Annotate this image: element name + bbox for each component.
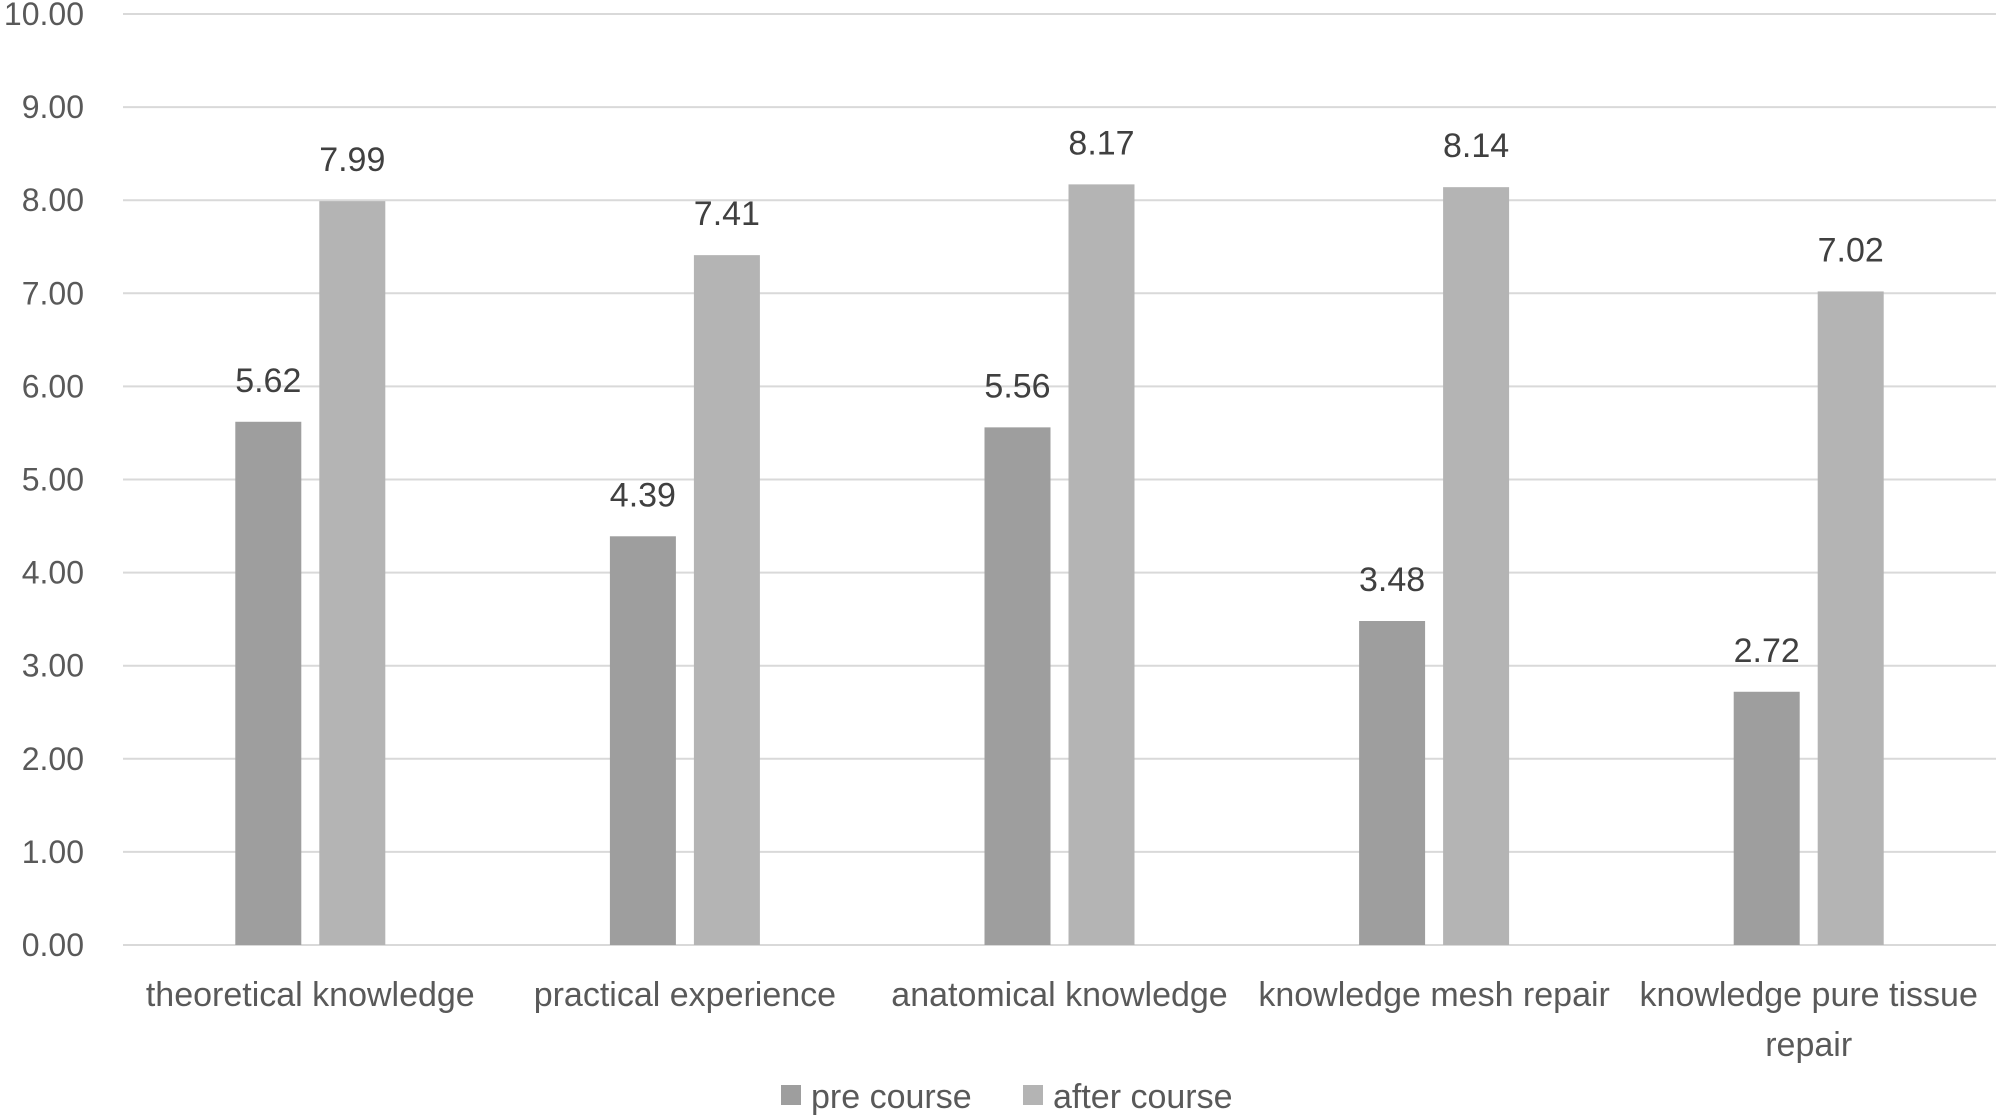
x-category-label: knowledge pure tissue (1640, 976, 1978, 1014)
bar-after-course (319, 201, 386, 946)
data-label: 8.17 (1068, 124, 1134, 162)
x-category-label: practical experience (534, 976, 836, 1014)
bar-pre-course (1733, 691, 1800, 945)
data-labels: 5.62 7.99 4.39 7.41 5.56 8.17 3.48 8.14 2.72 7.02 (235, 124, 1884, 669)
legend-label: pre course (811, 1078, 972, 1116)
bar-pre-course (235, 421, 302, 945)
data-label: 5.62 (235, 362, 301, 400)
x-category-label: theoretical knowledge (146, 976, 475, 1014)
legend-swatch (781, 1085, 801, 1105)
y-tick-label: 10.00 (4, 0, 84, 32)
x-category-label: repair (1765, 1026, 1852, 1064)
y-tick-label: 3.00 (22, 648, 84, 684)
y-tick-label: 0.00 (22, 927, 84, 963)
y-tick-label: 7.00 (22, 275, 84, 311)
data-label: 4.39 (610, 476, 676, 514)
bar-pre-course (1359, 621, 1426, 945)
y-tick-label: 4.00 (22, 555, 84, 591)
y-tick-label: 6.00 (22, 368, 84, 404)
legend-label: after course (1053, 1078, 1233, 1116)
x-category-label: anatomical knowledge (891, 976, 1227, 1014)
y-tick-label: 5.00 (22, 462, 84, 498)
x-category-label: knowledge mesh repair (1258, 976, 1610, 1014)
legend-swatch (1023, 1085, 1043, 1105)
bar-pre-course (609, 536, 676, 945)
data-label: 2.72 (1734, 632, 1800, 670)
y-tick-label: 9.00 (22, 89, 84, 125)
gridlines (123, 13, 1996, 946)
bar-after-course (1443, 187, 1510, 945)
y-tick-label: 1.00 (22, 834, 84, 870)
x-axis-category-labels: theoretical knowledge practical experienc… (146, 976, 1978, 1064)
bar-after-course (1068, 184, 1135, 946)
data-label: 3.48 (1359, 561, 1425, 599)
y-tick-label: 2.00 (22, 741, 84, 777)
data-label: 5.56 (984, 367, 1050, 405)
data-label: 7.02 (1818, 231, 1884, 269)
y-axis-tick-labels: 0.00 1.00 2.00 3.00 4.00 5.00 6.00 7.00 8.00 9.00… (4, 0, 84, 963)
y-tick-label: 8.00 (22, 182, 84, 218)
bar-after-course (693, 255, 760, 945)
bars (235, 184, 1884, 946)
data-label: 8.14 (1443, 127, 1509, 165)
data-label: 7.99 (319, 141, 385, 179)
bar-pre-course (984, 427, 1051, 945)
data-label: 7.41 (694, 195, 760, 233)
bar-after-course (1817, 291, 1884, 945)
legend: pre course after course (781, 1078, 1233, 1116)
